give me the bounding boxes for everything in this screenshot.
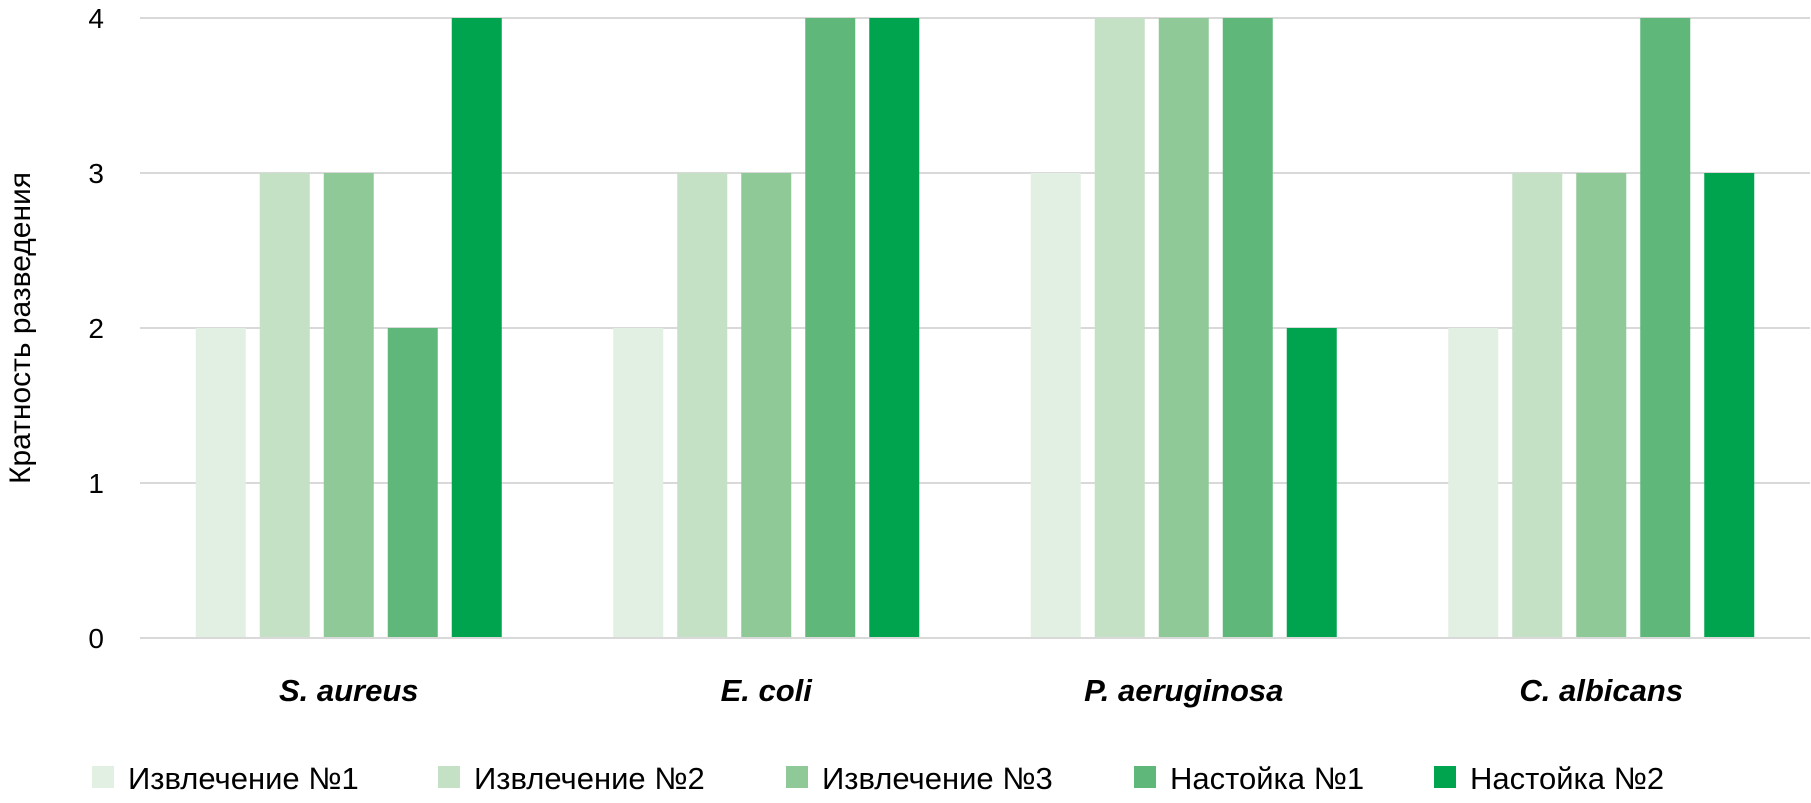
bar [1222, 18, 1273, 638]
bar [1640, 18, 1691, 638]
y-tick-label: 4 [88, 3, 104, 34]
category-label: E. coli [721, 673, 814, 708]
bar [1512, 173, 1563, 638]
legend: Извлечение №1 Извлечение №2 Извлечение №3 Н… [92, 761, 1664, 796]
legend-label: Извлечение №2 [474, 761, 705, 796]
bar [805, 18, 856, 638]
legend-swatch [786, 766, 808, 788]
bar [741, 173, 792, 638]
y-tick-label: 0 [88, 623, 104, 654]
y-tick-label: 2 [88, 313, 104, 344]
bar [677, 173, 728, 638]
legend-item: Извлечение №3 [786, 761, 1053, 796]
legend-label: Настойка №1 [1170, 761, 1364, 796]
legend-label: Извлечение №1 [128, 761, 359, 796]
legend-swatch [438, 766, 460, 788]
category-label: S. aureus [279, 673, 419, 708]
bar [1576, 173, 1627, 638]
bar [1448, 328, 1499, 638]
legend-label: Извлечение №3 [822, 761, 1053, 796]
bar [1094, 18, 1145, 638]
bar [1704, 173, 1755, 638]
bars [195, 18, 1755, 638]
category-label: C. albicans [1519, 673, 1683, 708]
legend-swatch [92, 766, 114, 788]
y-axis-label: Кратность разведения [4, 172, 37, 484]
legend-item: Извлечение №1 [92, 761, 359, 796]
bar [1158, 18, 1209, 638]
bar [1030, 173, 1081, 638]
y-tick-label: 3 [88, 158, 104, 189]
y-tick-label: 1 [88, 468, 104, 499]
bar [869, 18, 920, 638]
bar [387, 328, 438, 638]
category-label: P. aeruginosa [1084, 673, 1283, 708]
legend-label: Настойка №2 [1470, 761, 1664, 796]
legend-item: Настойка №1 [1134, 761, 1364, 796]
bar [259, 173, 310, 638]
legend-item: Извлечение №2 [438, 761, 705, 796]
bar [323, 173, 374, 638]
legend-swatch [1434, 766, 1456, 788]
bar [451, 18, 502, 638]
bar [613, 328, 664, 638]
legend-item: Настойка №2 [1434, 761, 1664, 796]
legend-swatch [1134, 766, 1156, 788]
x-axis-categories: S. aureus E. coli P. aeruginosa C. albicans [279, 673, 1683, 708]
bar [195, 328, 246, 638]
y-axis-ticks: 0 1 2 3 4 [88, 3, 104, 654]
bar [1286, 328, 1337, 638]
